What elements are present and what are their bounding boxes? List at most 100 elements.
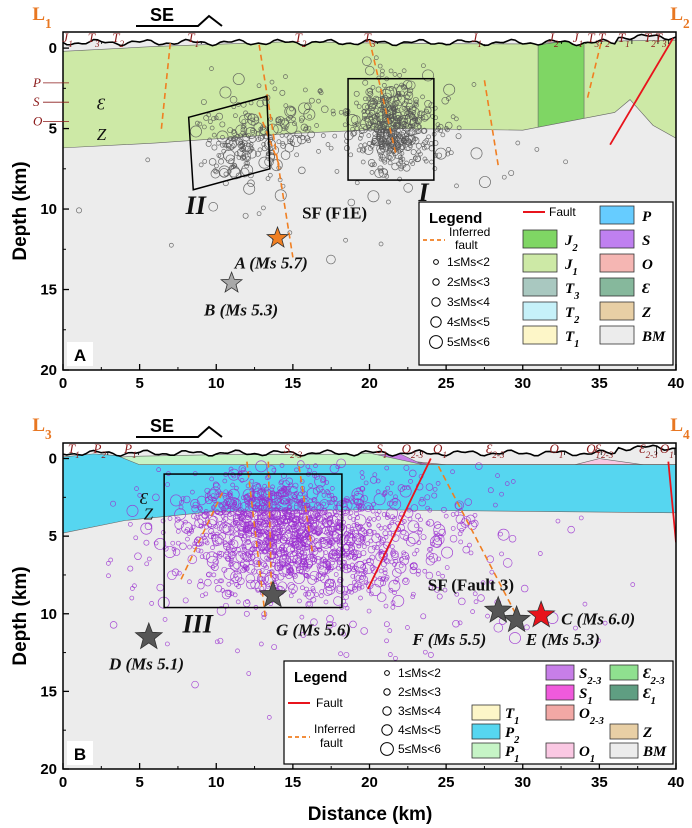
hypocenter: [394, 115, 401, 122]
hypocenter: [314, 556, 322, 564]
hypocenter: [276, 572, 285, 581]
hypocenter: [346, 589, 352, 594]
hypocenter: [342, 497, 348, 503]
legend-unit-swatch: [522, 229, 558, 249]
hypocenter: [376, 523, 382, 529]
hypocenter: [368, 112, 374, 117]
hypocenter: [335, 584, 345, 594]
hypocenter: [371, 544, 377, 550]
hypocenter: [208, 158, 217, 166]
hypocenter: [137, 493, 143, 498]
hypocenter: [247, 553, 256, 561]
hypocenter: [221, 510, 227, 516]
hypocenter: [378, 168, 389, 178]
hypocenter: [303, 542, 309, 548]
hypocenter: [288, 584, 298, 594]
hypocenter: [255, 460, 268, 473]
hypocenter: [247, 521, 253, 527]
hypocenter: [362, 108, 368, 114]
hypocenter: [381, 168, 388, 175]
hypocenter: [187, 579, 192, 585]
left-unit-label-Z: Z: [97, 125, 107, 144]
topography-line: [63, 444, 676, 457]
hypocenter: [341, 631, 346, 637]
hypocenter: [202, 159, 208, 164]
hypocenter: [286, 568, 292, 574]
hypocenter: [351, 517, 357, 522]
hypocenter: [178, 504, 184, 510]
hypocenter: [304, 102, 312, 111]
legend-unit-swatch: [609, 742, 639, 759]
legend-unit-label: T2: [565, 305, 580, 326]
hypocenter: [372, 99, 378, 105]
legend-inferred-text: fault: [320, 736, 343, 750]
hypocenter: [352, 122, 358, 128]
hypocenter: [194, 120, 200, 126]
hypocenter: [348, 543, 353, 549]
legend-magnitude-text: 2≤Ms<3: [398, 685, 441, 699]
hypocenter: [319, 499, 330, 509]
hypocenter: [414, 116, 423, 125]
hypocenter: [382, 82, 387, 88]
hypocenter: [274, 189, 287, 202]
hypocenter: [375, 533, 381, 538]
hypocenter: [220, 588, 226, 593]
hypocenter: [212, 168, 218, 173]
hypocenter: [406, 80, 416, 91]
y-tick-label: 5: [49, 121, 57, 138]
hypocenter: [211, 116, 216, 121]
hypocenter: [271, 644, 278, 650]
hypocenter: [401, 68, 407, 74]
hypocenter: [284, 105, 297, 118]
left-unit-label-O: O: [33, 114, 43, 129]
hypocenter: [239, 478, 245, 483]
hypocenter: [222, 525, 230, 533]
hypocenter: [454, 591, 460, 597]
hypocenter: [475, 462, 483, 470]
hypocenter: [214, 490, 220, 495]
hypocenter: [330, 539, 335, 545]
hypocenter: [279, 522, 285, 527]
earthquake-star-E: [502, 604, 531, 633]
hypocenter: [290, 531, 296, 536]
hypocenter: [388, 68, 394, 74]
hypocenter: [232, 517, 241, 526]
hypocenter: [204, 524, 209, 530]
hypocenter: [333, 572, 339, 577]
hypocenter: [325, 142, 331, 147]
hypocenter: [307, 535, 315, 543]
hypocenter: [399, 82, 404, 88]
hypocenter: [325, 585, 336, 595]
hypocenter: [354, 126, 360, 131]
hypocenter: [376, 120, 383, 127]
hypocenter: [432, 486, 438, 492]
hypocenter: [399, 530, 409, 540]
hypocenter: [426, 134, 431, 140]
box-label-I: I: [418, 178, 430, 207]
hypocenter: [331, 621, 337, 627]
hypocenter: [326, 615, 334, 623]
hypocenter: [167, 516, 173, 521]
hypocenter: [209, 66, 214, 71]
direction-arrow: [136, 14, 223, 27]
hypocenter: [256, 211, 262, 217]
hypocenter: [309, 509, 320, 519]
hypocenter: [185, 536, 190, 542]
hypocenter: [320, 478, 325, 484]
hypocenter: [290, 486, 298, 494]
hypocenter: [272, 548, 277, 554]
hypocenter: [213, 524, 219, 529]
hypocenter: [228, 539, 239, 550]
hypocenter: [493, 623, 504, 633]
hypocenter: [349, 589, 354, 595]
hypocenter: [284, 560, 290, 566]
hypocenter: [399, 145, 405, 150]
hypocenter: [254, 515, 259, 520]
hypocenter: [446, 146, 451, 152]
hypocenter: [353, 506, 360, 513]
hypocenter: [261, 142, 267, 147]
legend-unit-label: BM: [642, 744, 667, 760]
hypocenter: [422, 156, 428, 162]
hypocenter: [304, 586, 309, 592]
